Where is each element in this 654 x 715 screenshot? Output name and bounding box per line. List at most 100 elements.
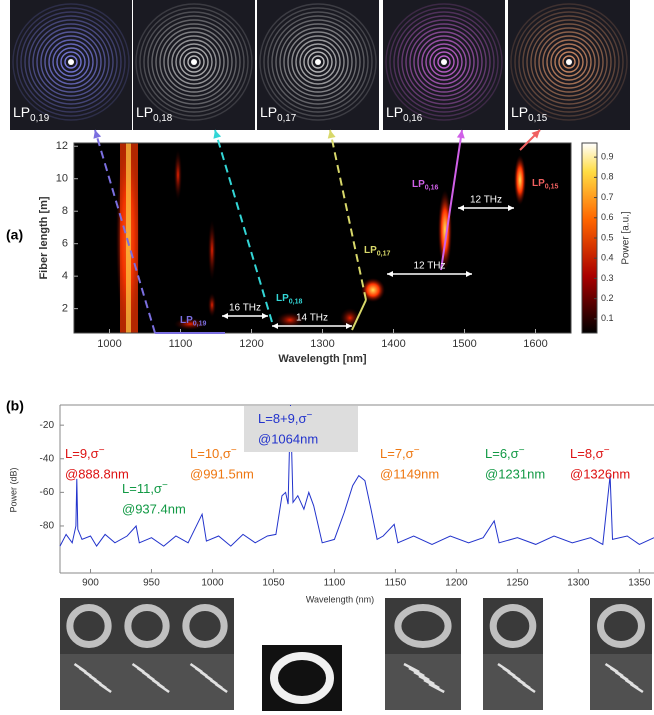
- ring: [40, 31, 102, 93]
- ring: [147, 15, 241, 109]
- ring: [542, 35, 596, 89]
- ring: [307, 51, 329, 73]
- profile-ring: [394, 604, 452, 648]
- intensity-blob: [276, 312, 304, 328]
- ring: [393, 11, 495, 113]
- ring: [267, 11, 369, 113]
- x-tick-label: 1100: [324, 578, 346, 589]
- x-tick-label: 1400: [381, 338, 405, 350]
- annotation-sup: −: [519, 445, 525, 456]
- ring: [279, 23, 357, 101]
- intensity-blob: [514, 155, 526, 205]
- ring: [299, 43, 337, 81]
- arrow-head: [508, 205, 514, 211]
- label-base: LP: [364, 245, 377, 256]
- fringe: [98, 682, 112, 694]
- interference-bg: [118, 654, 176, 710]
- ring: [28, 19, 114, 105]
- plot-area: [74, 143, 571, 333]
- annotation-text: L=9,σ: [65, 446, 99, 461]
- ring: [135, 3, 253, 121]
- annotation-wavelength: @1149nm: [380, 466, 439, 481]
- colorbar-tick-label: 0.3: [601, 273, 614, 283]
- ring: [409, 27, 479, 97]
- annotation-wavelength: @1231nm: [485, 466, 545, 481]
- y-tick-label: 2: [62, 303, 68, 315]
- x-tick-label: 1300: [310, 338, 334, 350]
- x-tick-label: 900: [82, 578, 99, 589]
- annotation-sup: −: [414, 445, 420, 456]
- annotation-wavelength: @1326nm: [570, 466, 630, 481]
- core: [441, 59, 447, 65]
- trajectory-solid: [351, 299, 367, 331]
- intensity-blob: [174, 150, 182, 200]
- arrow-head: [222, 313, 228, 319]
- trajectory: [329, 129, 367, 301]
- arrow-head: [466, 271, 472, 277]
- ring: [20, 11, 122, 113]
- fringe: [522, 682, 536, 694]
- label-sub: 0,15: [545, 183, 559, 190]
- label-sub: 0,19: [30, 112, 49, 123]
- mode-annotation: LP0,18: [276, 293, 303, 306]
- annotation-wavelength: @937.4nm: [122, 501, 186, 516]
- ring: [530, 23, 608, 101]
- ring: [187, 55, 201, 69]
- annotation-sup: −: [99, 445, 105, 456]
- x-axis-label: Wavelength (nm): [306, 594, 374, 604]
- ring: [437, 55, 451, 69]
- ring: [421, 39, 467, 85]
- label-sub: 0,19: [193, 320, 207, 327]
- ring: [311, 55, 325, 69]
- mode-image: [383, 0, 505, 130]
- y-tick-label: 8: [62, 205, 68, 217]
- ring: [143, 11, 245, 113]
- mode-label: LP0,18: [136, 104, 173, 124]
- ring: [16, 7, 126, 117]
- ring: [24, 15, 118, 109]
- colorbar-tick-label: 0.4: [601, 253, 614, 263]
- ring: [546, 39, 592, 85]
- x-tick-label: 1100: [169, 338, 193, 350]
- interference-bg: [385, 654, 461, 710]
- ring: [417, 35, 471, 89]
- arrow-head: [262, 313, 268, 319]
- arrow-head: [327, 130, 336, 139]
- ring: [518, 11, 620, 113]
- ring: [514, 7, 624, 117]
- annotation-box: [244, 406, 358, 452]
- ring: [534, 27, 604, 97]
- mode-label: LP0,19: [13, 104, 49, 124]
- ring: [283, 27, 353, 97]
- ring: [259, 3, 377, 121]
- label-sub: 0,18: [289, 298, 303, 305]
- profile-ring: [124, 604, 170, 648]
- y-tick-label: 6: [62, 238, 68, 250]
- ring: [275, 19, 361, 105]
- label-base: LP: [180, 315, 193, 326]
- ring: [56, 47, 86, 77]
- label-base: LP: [412, 179, 425, 190]
- colorbar-tick-label: 0.6: [601, 212, 614, 222]
- annotation-text: L=11,σ: [122, 481, 162, 496]
- core: [566, 59, 572, 65]
- fringe: [156, 682, 170, 694]
- ring: [287, 31, 349, 93]
- intensity-blob: [208, 293, 216, 317]
- label-sub: 0,17: [277, 112, 296, 123]
- y-axis-label: Power (dB): [8, 467, 18, 512]
- annotation-text: L=7,σ: [380, 446, 414, 461]
- ring: [139, 7, 249, 117]
- annotation-text: L=8,σ: [570, 446, 604, 461]
- ring: [401, 19, 487, 105]
- label-sub: 0,17: [377, 250, 391, 257]
- x-tick-label: 1600: [523, 338, 547, 350]
- arrow-head: [272, 323, 278, 329]
- ring: [522, 15, 616, 109]
- ring: [48, 39, 94, 85]
- x-tick-label: 1500: [452, 338, 476, 350]
- arrow-head: [456, 130, 465, 139]
- ring: [151, 19, 237, 105]
- ring: [413, 31, 475, 93]
